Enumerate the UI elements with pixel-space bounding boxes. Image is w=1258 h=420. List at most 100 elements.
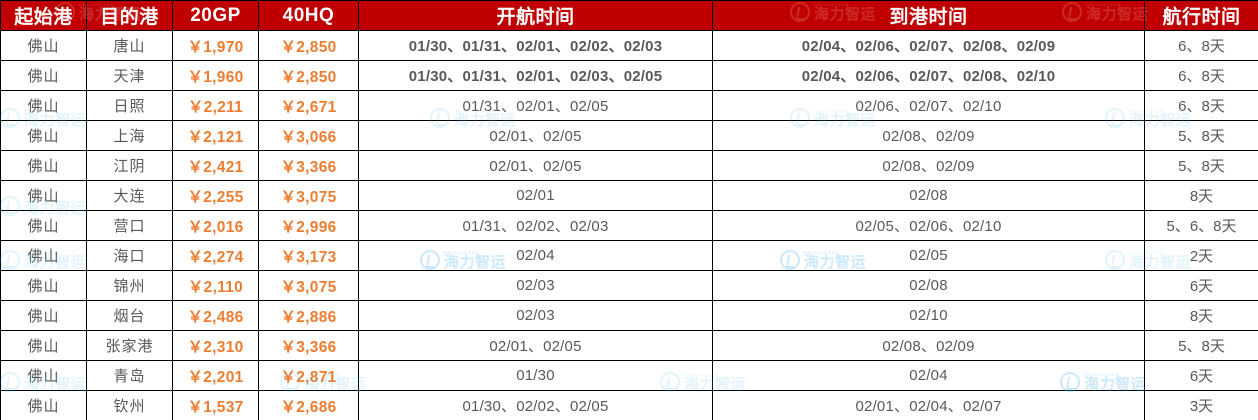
column-header-destination-port: 目的港 [86, 0, 173, 31]
cell-departure-time: 02/01、02/05 [358, 150, 713, 181]
cell-departure-time: 02/01 [358, 180, 713, 211]
cell-arrival-time: 02/01、02/04、02/07 [712, 390, 1145, 420]
cell-arrival-time: 02/04、02/06、02/07、02/08、02/09 [712, 30, 1145, 61]
column-header-origin-port: 起始港 [0, 0, 87, 31]
cell-arrival-time: 02/10 [712, 300, 1145, 331]
cell-voyage-duration: 5、8天 [1144, 120, 1258, 151]
table-row: 佛山 唐山 ￥1,970 ￥2,850 01/30、01/31、02/01、02/02、… [0, 30, 1258, 61]
table-row: 佛山 锦州 ￥2,110 ￥3,075 02/03 02/08 6天 [0, 270, 1258, 301]
cell-destination-port: 唐山 [86, 30, 173, 61]
header-row: 起始港 目的港 20GP 40HQ 开航时间 到港时间 航行时间 [0, 0, 1258, 31]
cell-origin-port: 佛山 [0, 390, 87, 420]
cell-20gp-price: ￥1,960 [172, 60, 259, 91]
cell-destination-port: 天津 [86, 60, 173, 91]
cell-40hq-price: ￥2,871 [258, 360, 359, 391]
cell-origin-port: 佛山 [0, 90, 87, 121]
table-row: 佛山 青岛 ￥2,201 ￥2,871 01/30 02/04 6天 [0, 360, 1258, 391]
cell-arrival-time: 02/08、02/09 [712, 330, 1145, 361]
table-row: 佛山 钦州 ￥1,537 ￥2,686 01/30、02/02、02/05 02/01、0… [0, 390, 1258, 420]
cell-departure-time: 01/30、02/02、02/05 [358, 390, 713, 420]
column-header-voyage-duration: 航行时间 [1144, 0, 1258, 31]
cell-arrival-time: 02/08 [712, 180, 1145, 211]
cell-destination-port: 江阴 [86, 150, 173, 181]
cell-20gp-price: ￥2,110 [172, 270, 259, 301]
table-row: 佛山 上海 ￥2,121 ￥3,066 02/01、02/05 02/08、02/09 5、… [0, 120, 1258, 151]
cell-origin-port: 佛山 [0, 300, 87, 331]
cell-40hq-price: ￥3,075 [258, 180, 359, 211]
column-header-40hq-price: 40HQ [258, 0, 359, 31]
cell-destination-port: 青岛 [86, 360, 173, 391]
table-row: 佛山 日照 ￥2,211 ￥2,671 01/31、02/01、02/05 02/06、0… [0, 90, 1258, 121]
cell-departure-time: 02/03 [358, 300, 713, 331]
cell-40hq-price: ￥3,366 [258, 150, 359, 181]
table-row: 佛山 张家港 ￥2,310 ￥3,366 02/01、02/05 02/08、02/09 5… [0, 330, 1258, 361]
cell-destination-port: 海口 [86, 240, 173, 271]
table-row: 佛山 江阴 ￥2,421 ￥3,366 02/01、02/05 02/08、02/09 5、… [0, 150, 1258, 181]
cell-40hq-price: ￥2,996 [258, 210, 359, 241]
cell-destination-port: 锦州 [86, 270, 173, 301]
cell-20gp-price: ￥2,421 [172, 150, 259, 181]
cell-voyage-duration: 6天 [1144, 360, 1258, 391]
cell-20gp-price: ￥2,310 [172, 330, 259, 361]
cell-20gp-price: ￥2,121 [172, 120, 259, 151]
cell-departure-time: 01/30 [358, 360, 713, 391]
cell-destination-port: 营口 [86, 210, 173, 241]
cell-departure-time: 01/31、02/01、02/05 [358, 90, 713, 121]
cell-20gp-price: ￥2,201 [172, 360, 259, 391]
cell-voyage-duration: 6、8天 [1144, 90, 1258, 121]
table-row: 佛山 海口 ￥2,274 ￥3,173 02/04 02/05 2天 [0, 240, 1258, 271]
cell-destination-port: 大连 [86, 180, 173, 211]
cell-departure-time: 01/30、01/31、02/01、02/03、02/05 [358, 60, 713, 91]
cell-destination-port: 张家港 [86, 330, 173, 361]
cell-voyage-duration: 6天 [1144, 270, 1258, 301]
cell-voyage-duration: 5、6、8天 [1144, 210, 1258, 241]
column-header-arrival-time: 到港时间 [712, 0, 1145, 31]
cell-20gp-price: ￥2,211 [172, 90, 259, 121]
cell-40hq-price: ￥2,850 [258, 30, 359, 61]
cell-20gp-price: ￥2,016 [172, 210, 259, 241]
cell-voyage-duration: 5、8天 [1144, 330, 1258, 361]
cell-voyage-duration: 3天 [1144, 390, 1258, 420]
cell-arrival-time: 02/08、02/09 [712, 120, 1145, 151]
cell-departure-time: 02/01、02/05 [358, 120, 713, 151]
table-body: 佛山 唐山 ￥1,970 ￥2,850 01/30、01/31、02/01、02/02、… [0, 30, 1258, 420]
cell-arrival-time: 02/08 [712, 270, 1145, 301]
cell-origin-port: 佛山 [0, 30, 87, 61]
cell-origin-port: 佛山 [0, 360, 87, 391]
cell-20gp-price: ￥1,537 [172, 390, 259, 420]
cell-departure-time: 01/31、02/02、02/03 [358, 210, 713, 241]
cell-40hq-price: ￥2,686 [258, 390, 359, 420]
cell-40hq-price: ￥2,671 [258, 90, 359, 121]
cell-destination-port: 烟台 [86, 300, 173, 331]
cell-40hq-price: ￥2,850 [258, 60, 359, 91]
cell-origin-port: 佛山 [0, 150, 87, 181]
cell-20gp-price: ￥2,274 [172, 240, 259, 271]
cell-voyage-duration: 8天 [1144, 180, 1258, 211]
cell-40hq-price: ￥2,886 [258, 300, 359, 331]
cell-origin-port: 佛山 [0, 180, 87, 211]
cell-40hq-price: ￥3,366 [258, 330, 359, 361]
cell-arrival-time: 02/04、02/06、02/07、02/08、02/10 [712, 60, 1145, 91]
cell-origin-port: 佛山 [0, 330, 87, 361]
cell-arrival-time: 02/08、02/09 [712, 150, 1145, 181]
cell-departure-time: 02/03 [358, 270, 713, 301]
cell-20gp-price: ￥2,486 [172, 300, 259, 331]
cell-voyage-duration: 8天 [1144, 300, 1258, 331]
cell-20gp-price: ￥2,255 [172, 180, 259, 211]
cell-40hq-price: ￥3,075 [258, 270, 359, 301]
cell-voyage-duration: 2天 [1144, 240, 1258, 271]
table-header: 起始港 目的港 20GP 40HQ 开航时间 到港时间 航行时间 [0, 0, 1258, 31]
cell-voyage-duration: 5、8天 [1144, 150, 1258, 181]
column-header-departure-time: 开航时间 [358, 0, 713, 31]
cell-origin-port: 佛山 [0, 210, 87, 241]
cell-destination-port: 钦州 [86, 390, 173, 420]
cell-arrival-time: 02/05、02/06、02/10 [712, 210, 1145, 241]
cell-40hq-price: ￥3,173 [258, 240, 359, 271]
cell-origin-port: 佛山 [0, 270, 87, 301]
cell-departure-time: 01/30、01/31、02/01、02/02、02/03 [358, 30, 713, 61]
cell-voyage-duration: 6、8天 [1144, 60, 1258, 91]
cell-arrival-time: 02/04 [712, 360, 1145, 391]
cell-origin-port: 佛山 [0, 240, 87, 271]
